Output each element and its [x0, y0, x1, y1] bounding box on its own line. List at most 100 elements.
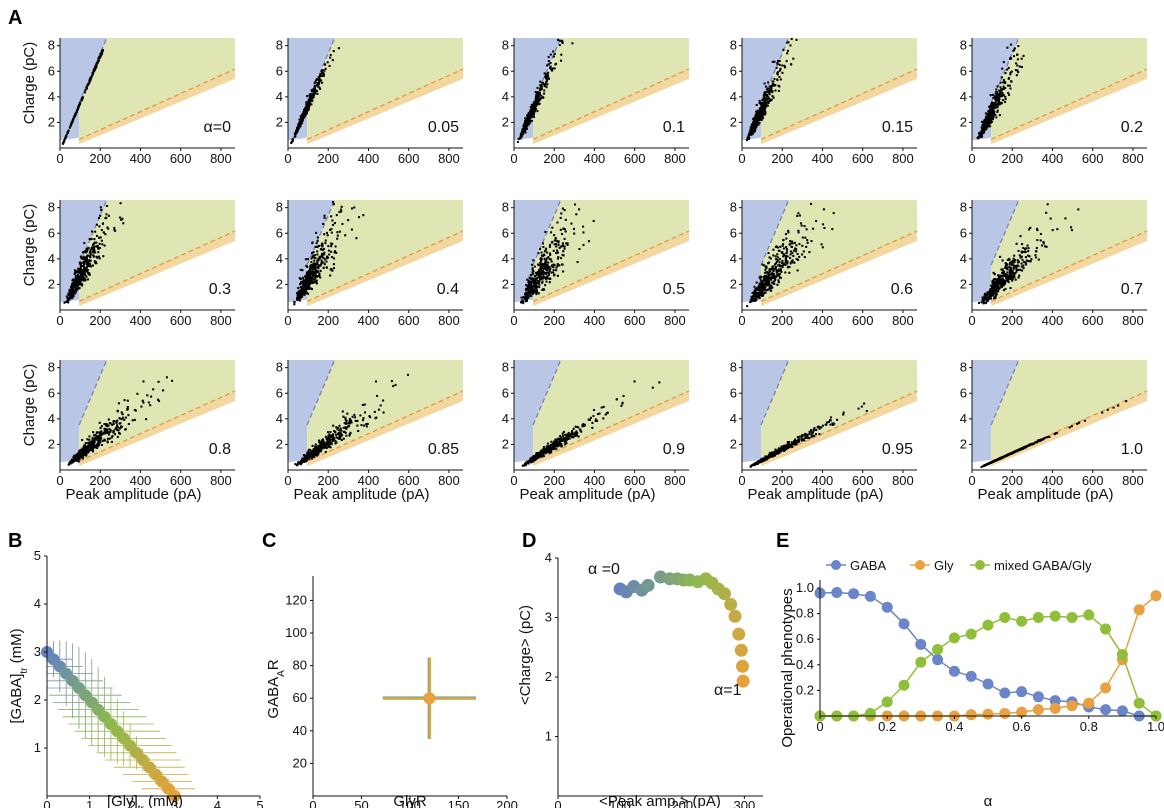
data-points [521, 380, 661, 467]
x-tick-label: 200 [317, 473, 339, 488]
x-tick-label: 600 [624, 473, 646, 488]
series-line [820, 595, 1157, 717]
data-point [641, 578, 655, 592]
x-tick-label: 5 [256, 798, 263, 808]
gly-threshold-line [306, 390, 464, 463]
scatter-subplot: 0 200 400 600 800 2 4 6 8 0.2 [960, 38, 1148, 166]
x-tick-label: 0 [43, 798, 50, 808]
x-tick-label: 0 [816, 719, 823, 734]
gly-threshold-line [306, 230, 464, 303]
data-point [736, 674, 750, 688]
gaba-threshold-line [532, 199, 562, 266]
gaba-region [60, 360, 107, 463]
x-tick-label: 200 [771, 473, 793, 488]
panel-e: 0 0.2 0.4 0.6 0.8 1.0 0.2 0.4 0.6 0.8 1.0 α Operatio… [779, 558, 1164, 808]
gly-threshold-line [532, 68, 690, 141]
gly-threshold-line [990, 68, 1148, 141]
gaba-region [288, 360, 335, 463]
gly-region [79, 230, 235, 307]
data-point [1150, 590, 1162, 602]
y-tick-label: 6 [730, 225, 737, 240]
y-axis-label: Charge (pC) [21, 42, 38, 125]
y-axis-label-sub: tr [19, 667, 30, 674]
x-tick-label: 300 [734, 798, 756, 808]
x-tick-label: 600 [398, 313, 420, 328]
gaba-region [60, 38, 107, 141]
gaba-threshold-line [306, 199, 336, 266]
x-axis-label: <Peak amp.> (pA) [599, 793, 721, 808]
y-tick-label: 3 [545, 610, 552, 625]
x-tick-label: 0 [738, 473, 745, 488]
x-tick-label: 0 [968, 313, 975, 328]
x-axis-label-sub: tr [138, 804, 145, 808]
mixed-region [79, 38, 235, 140]
x-tick-label: 200 [317, 313, 339, 328]
data-point [881, 696, 893, 708]
data-point [1133, 697, 1145, 709]
gly-region [307, 230, 463, 307]
mixed-region [991, 360, 1147, 462]
data-point [1116, 649, 1128, 661]
gly-threshold-line [78, 68, 236, 141]
x-tick-label: 0.8 [1080, 719, 1098, 734]
x-tick-label: 100 [399, 798, 421, 808]
data-point [1049, 695, 1061, 707]
y-tick-label: 4 [48, 411, 55, 426]
y-tick-label: 4 [48, 89, 55, 104]
gaba-threshold-line [306, 359, 336, 426]
data-point [1083, 697, 1095, 709]
data-point [1083, 609, 1095, 621]
x-tick-label: 0.6 [1013, 719, 1031, 734]
data-point [864, 707, 876, 719]
data-point [999, 687, 1011, 699]
mixed-region [533, 38, 689, 140]
gly-region [533, 230, 689, 307]
y-tick-label: 4 [960, 89, 967, 104]
alpha-label: 0.7 [1121, 281, 1143, 298]
y-tick-label: 4 [276, 251, 283, 266]
data-point [915, 638, 927, 650]
y-tick-label: 6 [276, 385, 283, 400]
y-axis-label: [GABA]tr (mM) [8, 628, 30, 723]
gaba-threshold-line [532, 359, 562, 426]
x-tick-label: 600 [1082, 313, 1104, 328]
y-tick-label: 6 [502, 63, 509, 78]
y-tick-label: 8 [276, 360, 283, 375]
data-point [982, 708, 994, 720]
y-tick-label: 0.2 [796, 682, 814, 697]
data-point [881, 601, 893, 613]
x-tick-label: 200 [317, 151, 339, 166]
x-tick-label: 0 [309, 798, 316, 808]
panel-label-d: D [522, 530, 536, 552]
alpha-end-annotation: α=1 [714, 682, 742, 699]
y-tick-label: 2 [730, 436, 737, 451]
y-tick-label: 6 [502, 225, 509, 240]
gly-threshold-line [760, 68, 918, 141]
gaba-region [60, 200, 107, 303]
y-tick-label: 3 [34, 644, 41, 659]
x-tick-label: 400 [812, 151, 834, 166]
x-tick-label: 800 [210, 473, 232, 488]
x-tick-label: 200 [543, 313, 565, 328]
x-tick-label: 0.2 [878, 719, 896, 734]
data-point [932, 654, 944, 666]
x-tick-label: 0 [284, 473, 291, 488]
data-point [724, 597, 738, 611]
data-point [1016, 706, 1028, 718]
mixed-region [533, 200, 689, 302]
scatter-subplot: 0 200 400 600 800 2 4 6 8 0.1 [502, 38, 690, 166]
y-tick-label: 20 [293, 755, 307, 770]
y-tick-label: 6 [48, 225, 55, 240]
data-point [1032, 611, 1044, 623]
y-tick-label: 4 [34, 596, 41, 611]
alpha-label: 0.3 [209, 281, 231, 298]
x-tick-label: 600 [852, 313, 874, 328]
y-tick-label: 4 [48, 251, 55, 266]
x-tick-label: 800 [664, 313, 686, 328]
x-tick-label: 200 [671, 798, 693, 808]
x-tick-label: 0 [510, 473, 517, 488]
y-tick-label: 4 [502, 89, 509, 104]
x-tick-label: 0 [284, 313, 291, 328]
scatter-subplot: 0 200 400 600 800 2 4 6 8 0.15 [730, 38, 918, 166]
x-tick-label: 200 [89, 313, 111, 328]
